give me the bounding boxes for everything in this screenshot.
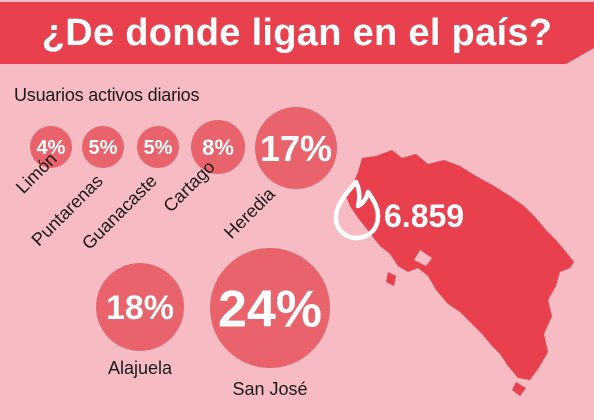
map-coast-notch [414,250,432,266]
bubble-puntarenas [82,126,124,168]
title-banner: ¿De donde ligan en el país? [0,2,594,64]
bubble-cartago [191,120,245,174]
bubble-limon [30,126,72,168]
bubble-label-cartago: Cartago [159,157,218,216]
bubble-san-jose [210,248,330,368]
bubble-alajuela [96,263,184,351]
bubble-guanacaste [137,126,179,168]
bubble-value-guanacaste: 5% [144,137,173,159]
bubble-label-san-jose: San José [232,379,307,399]
bubble-value-heredia: 17% [260,128,332,169]
bubble-value-san-jose: 24% [218,281,322,339]
chart-subtitle: Usuarios activos diarios [14,85,200,105]
bubble-label-heredia: Heredia [220,183,279,242]
bubble-label-alajuela: Alajuela [108,358,173,378]
bubble-heredia [255,107,337,189]
bubble-series: 4%Limón5%Puntarenas5%Guanacaste8%Cartago… [12,107,337,399]
costa-rica-map-shape [346,150,574,380]
flame-icon [333,179,381,241]
bubble-value-puntarenas: 5% [89,137,118,159]
map-island-2 [512,382,526,396]
bubble-value-alajuela: 18% [106,289,174,327]
bubble-value-limon: 4% [37,137,66,159]
page-title: ¿De donde ligan en el país? [41,12,553,54]
map-island-1 [386,272,396,286]
bubble-value-cartago: 8% [202,135,234,160]
daily-users-total: 6.859 [384,198,464,234]
title-banner-shape [0,2,594,64]
costa-rica-map [346,150,574,396]
